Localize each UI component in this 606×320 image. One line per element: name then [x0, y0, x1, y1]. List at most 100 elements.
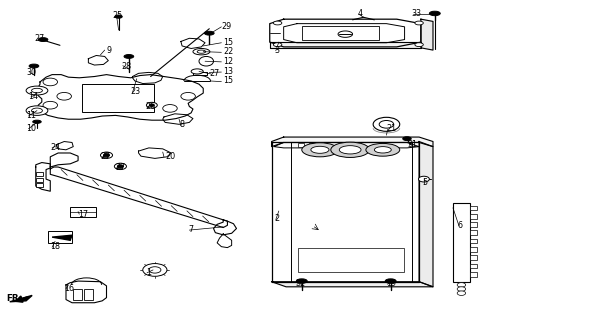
Bar — [73, 289, 82, 300]
Ellipse shape — [124, 54, 134, 58]
Bar — [309, 143, 315, 147]
Text: 12: 12 — [223, 57, 233, 66]
Text: 9: 9 — [107, 45, 112, 55]
Bar — [84, 289, 93, 300]
Ellipse shape — [430, 11, 440, 16]
Text: 21: 21 — [387, 124, 396, 133]
Text: 31: 31 — [407, 140, 417, 149]
Ellipse shape — [311, 146, 329, 153]
Polygon shape — [284, 24, 405, 43]
Text: 33: 33 — [412, 9, 422, 18]
Ellipse shape — [150, 104, 155, 107]
Ellipse shape — [296, 279, 307, 283]
Polygon shape — [139, 148, 171, 158]
Ellipse shape — [115, 15, 122, 18]
Bar — [470, 214, 477, 219]
Polygon shape — [193, 72, 207, 75]
Ellipse shape — [273, 43, 282, 47]
Polygon shape — [50, 153, 78, 167]
Ellipse shape — [26, 86, 48, 95]
Polygon shape — [50, 167, 227, 228]
Polygon shape — [217, 234, 231, 248]
Ellipse shape — [104, 154, 110, 157]
Bar — [470, 264, 477, 268]
Ellipse shape — [375, 147, 391, 153]
Ellipse shape — [115, 163, 127, 170]
Text: 2: 2 — [274, 214, 279, 223]
Text: 4: 4 — [358, 9, 362, 18]
Ellipse shape — [38, 38, 48, 42]
Polygon shape — [274, 142, 419, 148]
Text: 1: 1 — [146, 268, 151, 277]
Ellipse shape — [415, 43, 424, 47]
Ellipse shape — [118, 165, 124, 168]
Text: 19: 19 — [387, 279, 396, 288]
Text: 28: 28 — [122, 61, 132, 70]
Ellipse shape — [415, 21, 424, 25]
Ellipse shape — [331, 142, 370, 157]
Ellipse shape — [163, 105, 177, 112]
Ellipse shape — [181, 92, 195, 100]
Text: 22: 22 — [223, 47, 233, 56]
Polygon shape — [163, 114, 193, 124]
Polygon shape — [36, 163, 50, 191]
Text: 5: 5 — [423, 179, 428, 188]
Ellipse shape — [33, 120, 41, 123]
Text: 26: 26 — [146, 102, 156, 111]
Bar — [470, 222, 477, 227]
Ellipse shape — [457, 283, 465, 287]
Ellipse shape — [193, 49, 210, 55]
Text: FR.: FR. — [7, 294, 23, 303]
Text: 3: 3 — [274, 45, 279, 55]
Text: 27: 27 — [101, 152, 111, 161]
Text: 20: 20 — [165, 152, 175, 161]
Text: 25: 25 — [113, 11, 123, 20]
Text: 13: 13 — [223, 67, 233, 76]
Ellipse shape — [204, 31, 214, 35]
Text: 23: 23 — [131, 87, 141, 96]
Polygon shape — [88, 55, 108, 65]
Text: 32: 32 — [296, 279, 306, 288]
Bar — [470, 239, 477, 244]
Ellipse shape — [419, 176, 430, 182]
Bar — [470, 205, 477, 210]
Ellipse shape — [385, 279, 396, 283]
Text: 27: 27 — [209, 69, 219, 78]
Bar — [302, 26, 379, 40]
Polygon shape — [181, 38, 205, 49]
Ellipse shape — [403, 137, 411, 140]
Polygon shape — [56, 141, 73, 150]
Ellipse shape — [379, 121, 394, 128]
Bar — [70, 207, 96, 217]
Ellipse shape — [339, 146, 361, 154]
Ellipse shape — [302, 143, 338, 157]
Ellipse shape — [32, 108, 42, 113]
Polygon shape — [52, 235, 72, 240]
Ellipse shape — [32, 88, 42, 93]
Ellipse shape — [43, 101, 58, 109]
Text: 14: 14 — [28, 92, 38, 101]
Ellipse shape — [147, 102, 158, 108]
Text: 11: 11 — [26, 111, 36, 120]
Ellipse shape — [43, 78, 58, 86]
Polygon shape — [421, 19, 433, 50]
Text: 18: 18 — [50, 242, 60, 251]
Text: 27: 27 — [116, 163, 126, 172]
Polygon shape — [270, 42, 421, 48]
Bar — [48, 231, 72, 244]
Bar — [298, 143, 304, 147]
Polygon shape — [66, 281, 107, 303]
Text: 24: 24 — [50, 143, 61, 152]
Bar — [36, 172, 43, 176]
Text: 29: 29 — [221, 22, 231, 31]
Text: 6: 6 — [457, 221, 462, 230]
Text: 15: 15 — [223, 38, 233, 47]
Ellipse shape — [26, 106, 48, 116]
Ellipse shape — [373, 117, 400, 131]
Bar — [470, 230, 477, 235]
Ellipse shape — [101, 152, 113, 158]
Text: 17: 17 — [78, 210, 88, 219]
Ellipse shape — [457, 287, 465, 291]
Bar — [82, 84, 154, 112]
Text: 27: 27 — [34, 35, 44, 44]
